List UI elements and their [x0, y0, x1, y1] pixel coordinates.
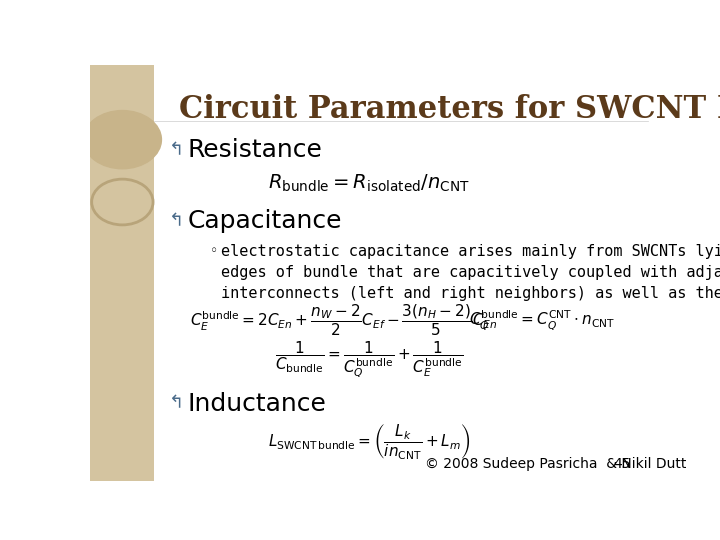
Text: $C_Q^{\mathrm{bundle}}=C_Q^{\mathrm{CNT}} \cdot n_{\mathrm{CNT}}$: $C_Q^{\mathrm{bundle}}=C_Q^{\mathrm{CNT}… — [469, 309, 616, 333]
Text: $\dfrac{1}{C_{\mathrm{bundle}}} = \dfrac{1}{C_Q^{\mathrm{bundle}}} + \dfrac{1}{C: $\dfrac{1}{C_{\mathrm{bundle}}} = \dfrac… — [274, 340, 464, 380]
Circle shape — [84, 111, 161, 168]
Text: $R_{\mathrm{bundle}}=R_{\mathrm{isolated}}/n_{\mathrm{CNT}}$: $R_{\mathrm{bundle}}=R_{\mathrm{isolated… — [268, 173, 470, 194]
Text: ◦: ◦ — [210, 245, 218, 259]
Text: Circuit Parameters for SWCNT Bundle: Circuit Parameters for SWCNT Bundle — [179, 94, 720, 125]
Text: ↰: ↰ — [169, 141, 184, 159]
Text: Capacitance: Capacitance — [188, 209, 342, 233]
Text: © 2008 Sudeep Pasricha  & Nikil Dutt: © 2008 Sudeep Pasricha & Nikil Dutt — [425, 457, 686, 471]
Text: ↰: ↰ — [169, 212, 184, 230]
Text: Inductance: Inductance — [188, 392, 327, 416]
Text: electrostatic capacitance arises mainly from SWCNTs lying at
edges of bundle tha: electrostatic capacitance arises mainly … — [221, 245, 720, 301]
Text: $L_{\mathrm{SWCNT\,bundle}} = \left(\dfrac{L_k}{in_{\mathrm{CNT}}} + L_m\right)$: $L_{\mathrm{SWCNT\,bundle}} = \left(\dfr… — [268, 422, 470, 461]
Text: $C_E^{\mathrm{bundle}} = 2C_{En} + \dfrac{n_W - 2}{2}C_{Ef} - \dfrac{3(n_H - 2)}: $C_E^{\mathrm{bundle}} = 2C_{En} + \dfra… — [190, 302, 498, 339]
Text: 45: 45 — [613, 457, 631, 471]
FancyBboxPatch shape — [90, 65, 154, 481]
Text: Resistance: Resistance — [188, 138, 323, 162]
Text: ↰: ↰ — [169, 395, 184, 413]
